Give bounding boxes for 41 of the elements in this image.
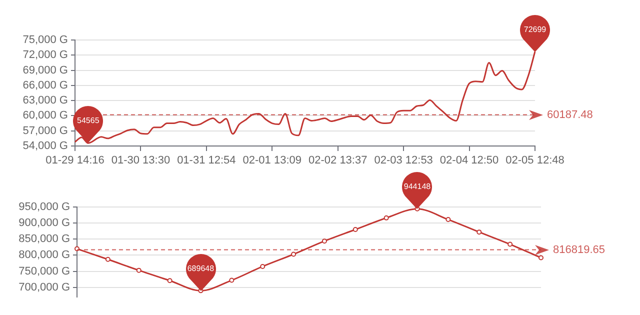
y-tick-label: 750,000 G xyxy=(18,265,70,278)
point xyxy=(229,278,234,283)
y-tick-label: 800,000 G xyxy=(18,249,70,262)
x-tick-label: 02-02 13:37 xyxy=(308,154,368,167)
x-tick-label: 02-05 12:48 xyxy=(506,154,564,167)
x-tick-label: 02-04 12:50 xyxy=(440,154,499,167)
point xyxy=(136,268,142,273)
x-tick-label: 02-03 12:53 xyxy=(374,154,433,167)
point xyxy=(476,230,482,235)
y-tick-label: 850,000 G xyxy=(18,233,70,246)
x-tick-label: 01-29 14:16 xyxy=(46,154,104,167)
point xyxy=(538,255,544,260)
point xyxy=(446,217,451,222)
x-tick-label: 01-31 12:54 xyxy=(177,154,236,167)
x-tick-label: 02-01 13:09 xyxy=(242,154,302,167)
y-tick-label: 57,000 G xyxy=(22,124,68,137)
point xyxy=(322,238,327,244)
point xyxy=(167,278,172,284)
point xyxy=(352,227,358,232)
y-tick-label: 54,000 G xyxy=(22,140,68,152)
y-tick-label: 60,000 G xyxy=(22,110,68,122)
point xyxy=(384,215,389,220)
point xyxy=(291,252,296,257)
data-label: 54565 xyxy=(76,116,100,126)
y-tick-label: 950,000 G xyxy=(18,201,70,214)
x-tick-label: 01-30 13:30 xyxy=(111,154,170,167)
y-tick-label: 700,000 G xyxy=(18,281,70,294)
data-label: 944148 xyxy=(402,182,432,191)
ref-line-label: 60187.48 xyxy=(547,108,593,121)
y-tick-label: 75,000 G xyxy=(22,34,68,46)
data-label: 72699 xyxy=(522,24,548,34)
point xyxy=(508,242,513,247)
point xyxy=(260,264,266,269)
y-tick-label: 66,000 G xyxy=(22,79,68,92)
y-tick-label: 72,000 G xyxy=(22,49,68,62)
point xyxy=(105,256,110,262)
y-tick-label: 63,000 G xyxy=(22,94,68,107)
ref-line-label: 816819.65 xyxy=(553,244,605,256)
y-tick-label: 900,000 G xyxy=(18,217,70,230)
data-label: 689648 xyxy=(186,264,216,273)
y-tick-label: 69,000 G xyxy=(22,64,68,76)
